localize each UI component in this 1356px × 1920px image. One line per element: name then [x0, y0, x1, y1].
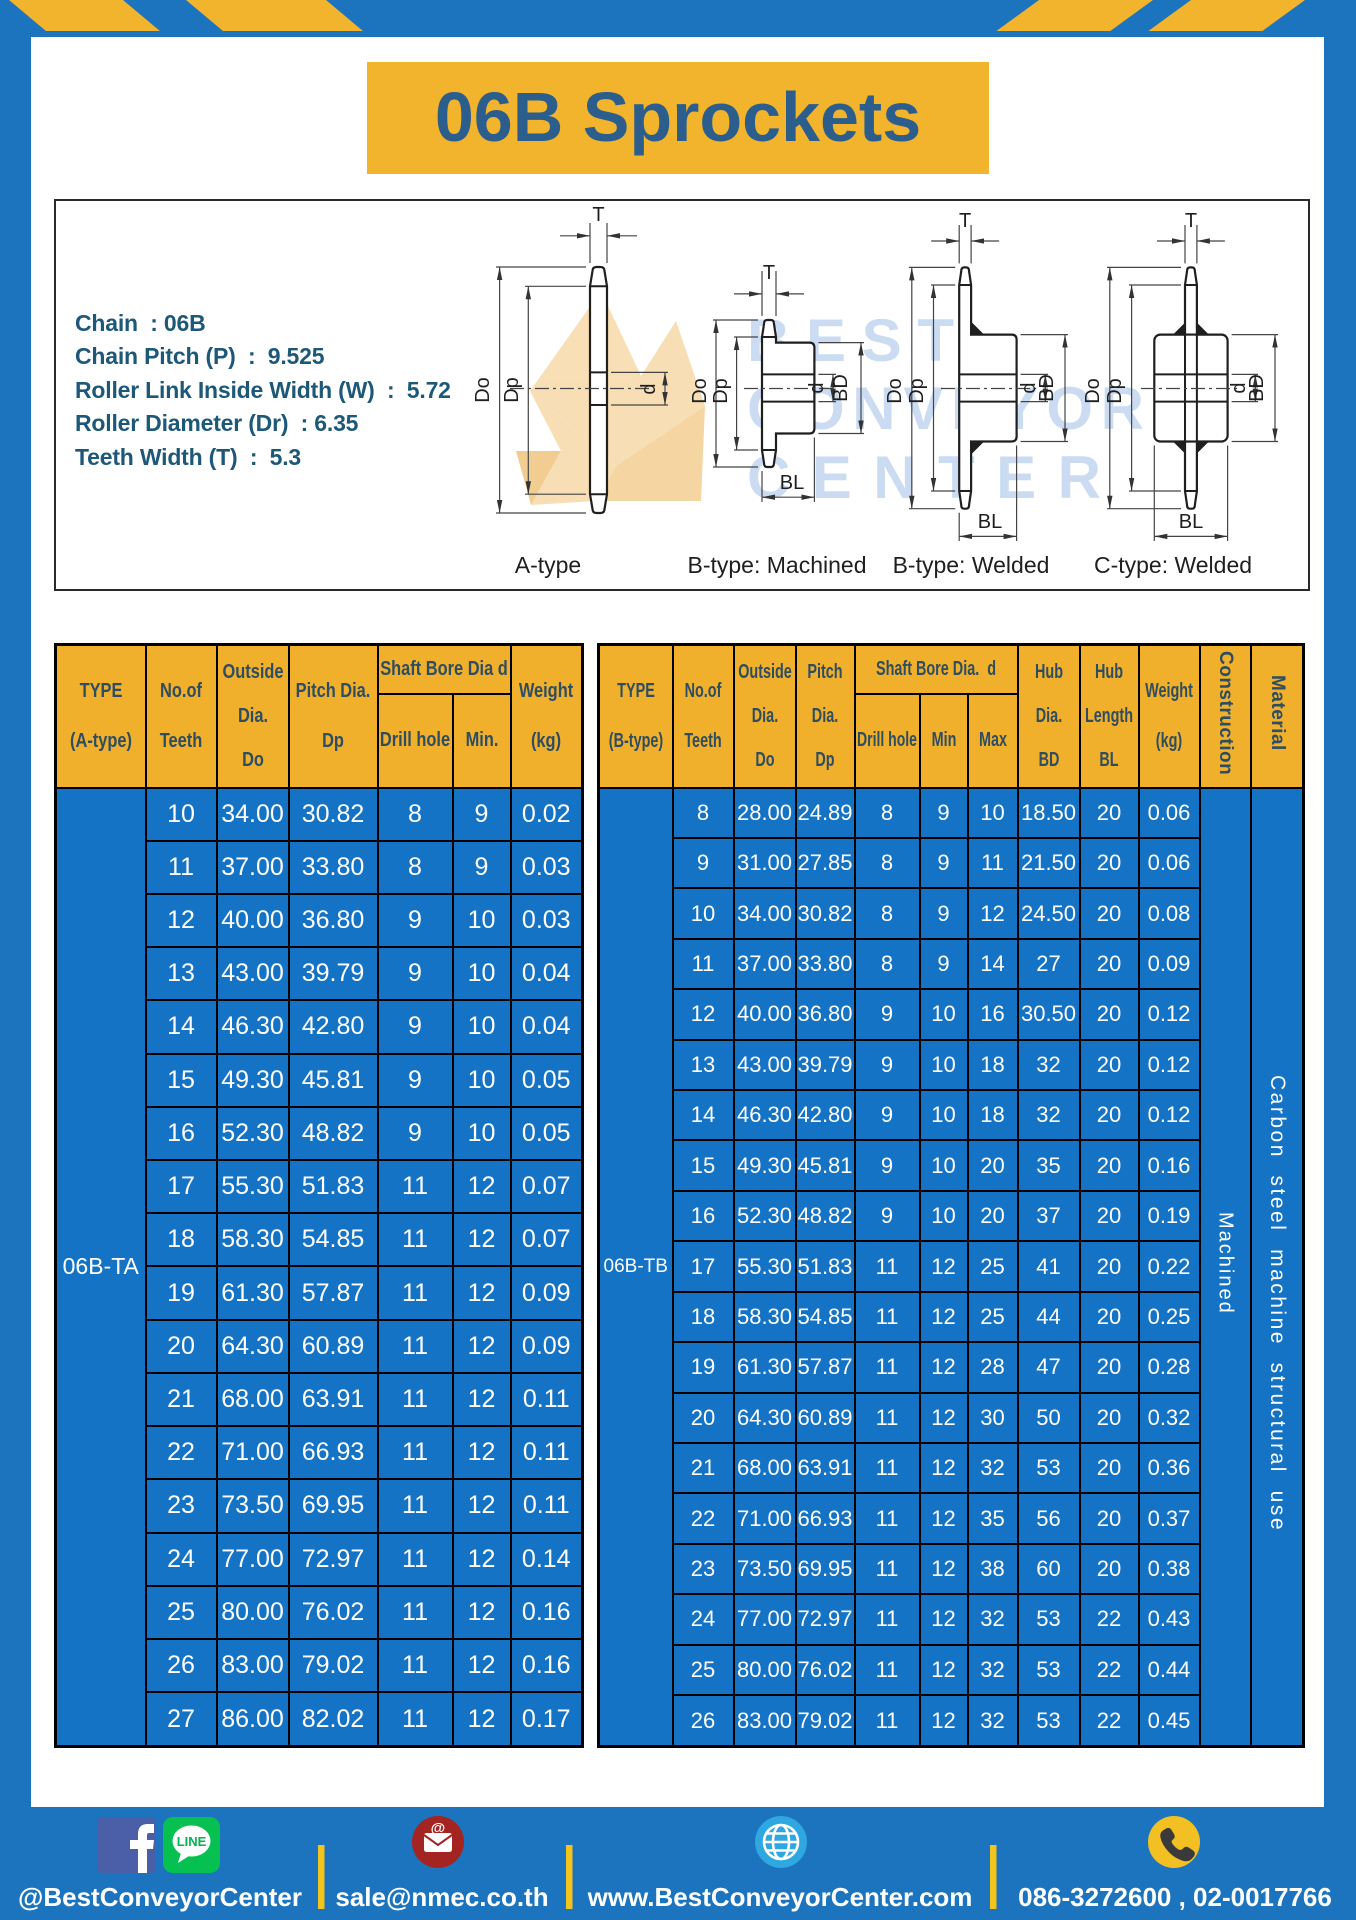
svg-text:C-type: Welded: C-type: Welded	[1094, 552, 1252, 578]
svg-text:d: d	[638, 383, 660, 394]
svg-text:BL: BL	[978, 511, 1002, 533]
svg-text:T: T	[1185, 210, 1197, 232]
svg-text:d: d	[1228, 382, 1250, 393]
svg-text:Dp: Dp	[501, 377, 523, 403]
svg-text:Dp: Dp	[906, 378, 928, 404]
svg-text:BL: BL	[1179, 511, 1203, 533]
svg-text:B-type: Welded: B-type: Welded	[893, 552, 1050, 578]
svg-text:T: T	[763, 262, 775, 284]
svg-text:BL: BL	[780, 472, 804, 494]
svg-text:www.BestConveyorCenter.com: www.BestConveyorCenter.com	[587, 1882, 973, 1912]
svg-text:Do: Do	[689, 378, 711, 404]
svg-text:BD: BD	[830, 374, 852, 402]
svg-text:Dp: Dp	[710, 378, 732, 404]
svg-text:Do: Do	[884, 378, 906, 404]
svg-text:@BestConveyorCenter: @BestConveyorCenter	[18, 1882, 302, 1912]
svg-text:Do: Do	[1082, 378, 1104, 404]
svg-text:LINE: LINE	[177, 1834, 207, 1849]
svg-text:@: @	[431, 1820, 446, 1837]
svg-text:Do: Do	[472, 377, 494, 403]
svg-text:B-type: Machined: B-type: Machined	[688, 552, 867, 578]
svg-text:d: d	[1018, 382, 1040, 393]
svg-text:Dp: Dp	[1104, 378, 1126, 404]
svg-text:d: d	[806, 382, 828, 393]
svg-text:sale@nmec.co.th: sale@nmec.co.th	[335, 1882, 548, 1912]
svg-text:A-type: A-type	[515, 552, 581, 578]
svg-text:BD: BD	[1246, 374, 1268, 402]
svg-text:T: T	[959, 210, 971, 232]
svg-text:BD: BD	[1036, 374, 1058, 402]
svg-text:T: T	[592, 204, 604, 226]
svg-text:086-3272600 , 02-0017766: 086-3272600 , 02-0017766	[1018, 1882, 1332, 1912]
